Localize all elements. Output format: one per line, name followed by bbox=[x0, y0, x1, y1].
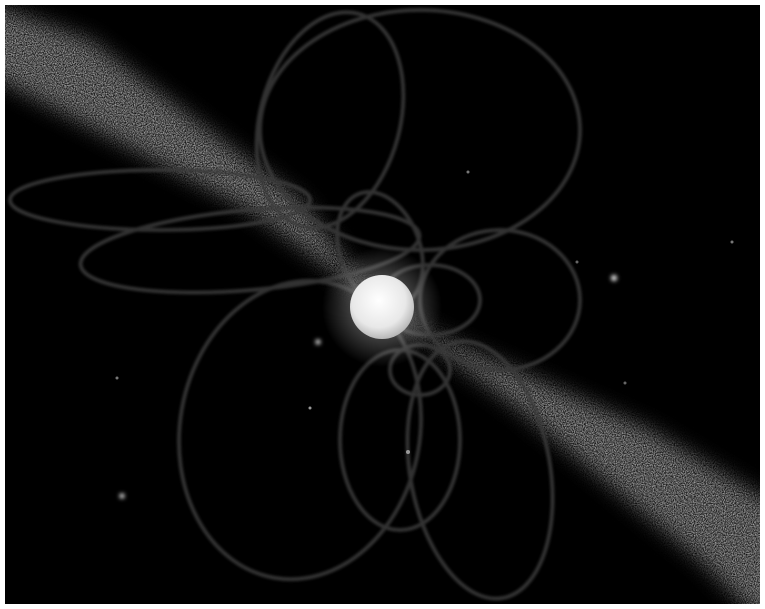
star bbox=[406, 450, 410, 454]
background-stars bbox=[115, 170, 734, 499]
star bbox=[611, 275, 617, 281]
field-loop bbox=[254, 10, 406, 230]
neutron-star bbox=[350, 275, 414, 339]
star bbox=[115, 376, 119, 380]
star bbox=[623, 381, 627, 385]
field-loop bbox=[176, 278, 424, 582]
star bbox=[315, 339, 321, 345]
star bbox=[730, 240, 734, 244]
field-loop bbox=[405, 339, 555, 601]
star bbox=[466, 170, 470, 174]
star bbox=[308, 406, 312, 410]
star bbox=[119, 493, 125, 499]
star bbox=[575, 260, 579, 264]
field-loop bbox=[258, 8, 582, 252]
beam-lower bbox=[382, 307, 760, 604]
field-loop bbox=[8, 168, 312, 232]
field-loop bbox=[78, 205, 422, 295]
beam-upper bbox=[5, 9, 382, 307]
